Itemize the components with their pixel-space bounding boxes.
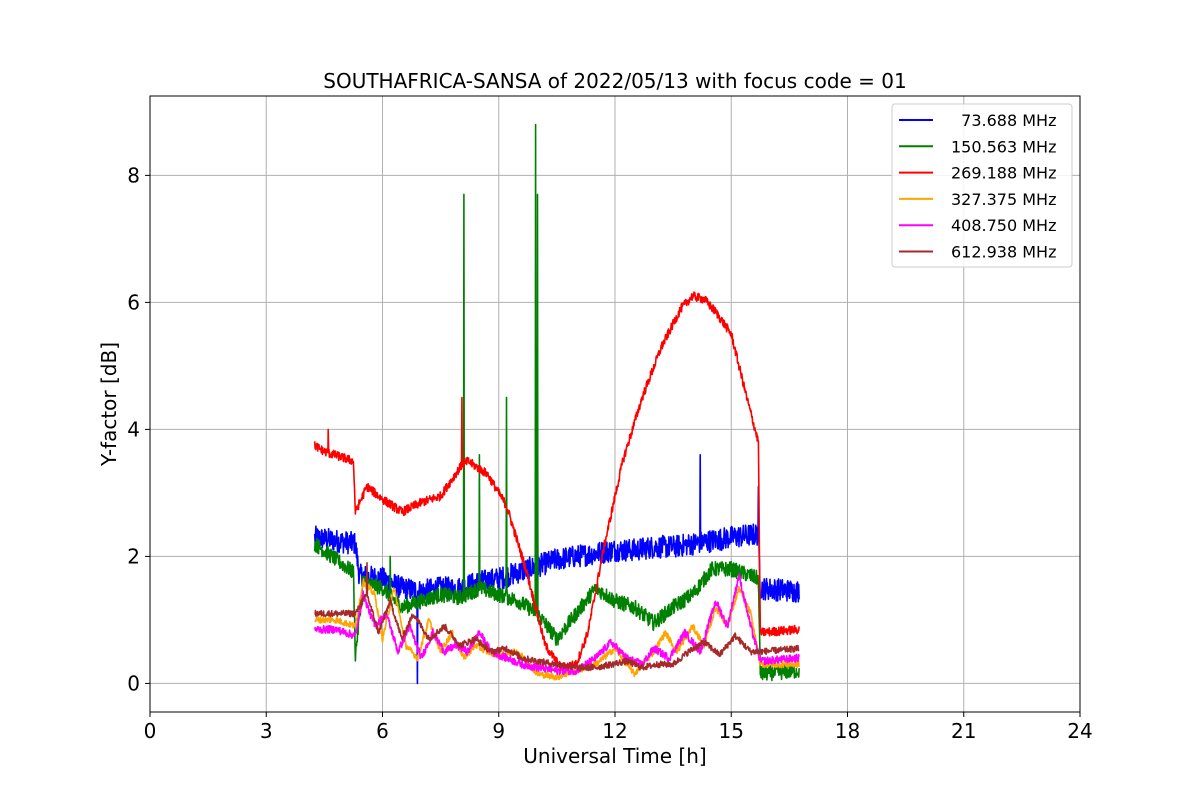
series-line-4 bbox=[313, 573, 800, 676]
legend-label-5: 612.938 MHz bbox=[951, 243, 1056, 262]
legend-label-1: 150.563 MHz bbox=[951, 137, 1056, 156]
x-axis: 0 3 6 9 12 15 18 21 24 bbox=[144, 712, 1093, 743]
y-axis: 0 2 4 6 8 bbox=[127, 163, 150, 695]
legend-label-3: 327.375 MHz bbox=[951, 190, 1056, 209]
legend: 73.688 MHz 150.563 MHz 269.188 MHz 327.375 … bbox=[891, 103, 1073, 268]
series-group bbox=[313, 123, 800, 685]
y-tick-label: 4 bbox=[127, 417, 140, 441]
series-line-2 bbox=[313, 291, 800, 672]
x-tick-label: 9 bbox=[492, 719, 505, 743]
x-tick-label: 0 bbox=[144, 719, 157, 743]
x-tick-label: 21 bbox=[951, 719, 976, 743]
x-axis-label: Universal Time [h] bbox=[523, 744, 706, 768]
series-line-1 bbox=[313, 123, 800, 682]
legend-label-0: 73.688 MHz bbox=[951, 111, 1056, 130]
x-tick-label: 15 bbox=[719, 719, 744, 743]
chart-title: SOUTHAFRICA-SANSA of 2022/05/13 with foc… bbox=[323, 69, 907, 93]
legend-box bbox=[891, 103, 1073, 268]
y-tick-label: 8 bbox=[127, 163, 140, 187]
legend-label-2: 269.188 MHz bbox=[951, 164, 1056, 183]
x-tick-label: 24 bbox=[1067, 719, 1092, 743]
x-tick-label: 12 bbox=[602, 719, 627, 743]
y-tick-label: 2 bbox=[127, 544, 140, 568]
x-tick-label: 6 bbox=[376, 719, 389, 743]
x-tick-label: 18 bbox=[835, 719, 860, 743]
y-tick-label: 6 bbox=[127, 290, 140, 314]
y-axis-label: Y-factor [dB] bbox=[97, 342, 121, 467]
y-tick-label: 0 bbox=[127, 671, 140, 695]
legend-label-4: 408.750 MHz bbox=[951, 216, 1056, 235]
x-tick-label: 3 bbox=[260, 719, 273, 743]
series-line-5 bbox=[314, 562, 800, 672]
series-line-0 bbox=[313, 454, 800, 685]
